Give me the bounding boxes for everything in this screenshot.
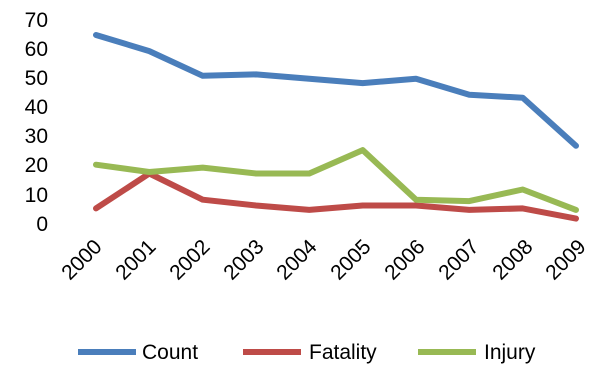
- y-tick-label: 30: [25, 125, 48, 148]
- x-axis-ticks: 2000 2001 2002 2003 2004 2005 2006 2007 …: [57, 235, 590, 285]
- x-tick-label: 2007: [434, 235, 483, 284]
- x-tick-label: 2001: [111, 235, 160, 284]
- x-tick-label: 2005: [326, 235, 375, 284]
- series-line-fatality: [93, 170, 579, 222]
- series-line-count: [93, 32, 579, 149]
- legend-label-count: Count: [142, 341, 198, 364]
- x-tick-label: 2008: [488, 235, 537, 284]
- series-line-injury: [93, 147, 579, 213]
- legend: Count Fatality Injury: [78, 341, 536, 364]
- x-tick-label: 2004: [272, 235, 322, 285]
- x-tick-label: 2006: [380, 235, 429, 284]
- x-tick-label: 2003: [219, 235, 268, 284]
- y-tick-label: 50: [25, 67, 48, 90]
- y-tick-label: 10: [25, 184, 48, 207]
- x-tick-label: 2002: [165, 235, 214, 284]
- y-tick-label: 40: [25, 96, 48, 119]
- y-tick-label: 60: [25, 38, 48, 61]
- x-tick-label: 2009: [541, 235, 590, 284]
- y-tick-label: 20: [25, 154, 48, 177]
- x-tick-label: 2000: [57, 235, 106, 284]
- legend-label-fatality: Fatality: [309, 341, 377, 364]
- y-axis-ticks: 0 10 20 30 40 50 60 70: [25, 9, 48, 236]
- y-tick-label: 0: [36, 213, 48, 236]
- y-tick-label: 70: [25, 9, 48, 32]
- series-lines: [93, 32, 579, 222]
- legend-label-injury: Injury: [484, 341, 536, 364]
